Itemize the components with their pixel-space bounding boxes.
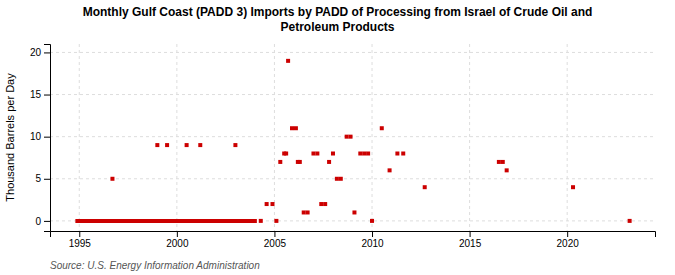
point (571, 185, 575, 189)
y-tick-label: 0 (35, 216, 41, 227)
y-tick: 0 (35, 216, 50, 227)
point (198, 143, 202, 147)
y-tick: 5 (35, 173, 50, 184)
y-tick-mark (44, 52, 50, 53)
point (311, 152, 315, 156)
x-grid-line (79, 44, 80, 231)
point (294, 126, 298, 130)
y-tick-mark (44, 95, 50, 96)
x-tick-label: 2005 (264, 238, 287, 249)
x-tick-mark (79, 231, 80, 237)
x-tick-label: 2000 (166, 238, 189, 249)
title-line: Petroleum Products (280, 20, 394, 34)
y-tick-mark (44, 179, 50, 180)
x-tick-mark (177, 231, 178, 237)
point (286, 59, 290, 63)
x-grid-line (567, 44, 568, 231)
point (335, 177, 339, 181)
point (185, 143, 189, 147)
point (233, 143, 237, 147)
x-tick-label: 2010 (361, 238, 384, 249)
point (259, 219, 263, 223)
point (302, 210, 306, 214)
point (362, 152, 366, 156)
point (284, 152, 288, 156)
x-tick: 1995 (69, 231, 92, 249)
point (298, 160, 302, 164)
point (370, 219, 374, 223)
point (327, 160, 331, 164)
x-tick-label: 1995 (69, 238, 92, 249)
x-tick-label: 2015 (459, 238, 482, 249)
point (270, 202, 274, 206)
y-tick: 20 (30, 47, 50, 58)
point (315, 152, 319, 156)
point (388, 168, 392, 172)
title: Monthly Gulf Coast (PADD 3) Imports by P… (83, 5, 593, 34)
x-grid-line (469, 44, 470, 231)
chart: Monthly Gulf Coast (PADD 3) Imports by P… (0, 0, 675, 275)
plot: 1995 2000 2005 2010 2015 2020 0 5 10 15 20 (30, 44, 656, 249)
y-tick-label: 20 (30, 47, 42, 58)
x-axis-line (51, 232, 656, 238)
x-tick: 2010 (361, 231, 384, 249)
marks (75, 59, 631, 223)
grid (50, 44, 655, 231)
x-tick: 2000 (166, 231, 189, 249)
title-line: Monthly Gulf Coast (PADD 3) Imports by P… (83, 5, 593, 19)
point (323, 202, 327, 206)
y-grid-line (50, 178, 655, 179)
y-grid-line (50, 220, 655, 221)
y-axis-label: Thousand Barrels per Day (4, 73, 16, 202)
x-tick-mark (470, 231, 471, 237)
point (352, 210, 356, 214)
point (345, 135, 349, 139)
x-tick: 2015 (459, 231, 482, 249)
x-tick-label: 2020 (557, 238, 580, 249)
point (339, 177, 343, 181)
x-grid-line (372, 44, 373, 231)
x-tick-mark (567, 231, 568, 237)
point (358, 152, 362, 156)
x-axis: 1995 2000 2005 2010 2015 2020 (51, 231, 656, 249)
y-tick-label: 5 (35, 173, 41, 184)
point (349, 135, 353, 139)
point (155, 143, 159, 147)
point (628, 219, 632, 223)
point (110, 177, 114, 181)
point (401, 152, 405, 156)
point (319, 202, 323, 206)
y-grid-line (50, 94, 655, 95)
point (306, 210, 310, 214)
point (380, 126, 384, 130)
y-grid-line (50, 52, 655, 53)
x-tick: 2005 (264, 231, 287, 249)
y-tick-mark (44, 137, 50, 138)
point (366, 152, 370, 156)
y-axis-line (44, 45, 51, 232)
y-tick-label: 10 (30, 131, 42, 142)
x-tick-mark (274, 231, 275, 237)
point (290, 126, 294, 130)
point (274, 219, 278, 223)
zero-line (75, 219, 257, 223)
point (265, 202, 269, 206)
point (165, 143, 169, 147)
point (497, 160, 501, 164)
point (505, 168, 509, 172)
y-tick-mark (44, 221, 50, 222)
x-grid-line (176, 44, 177, 231)
y-axis: 0 5 10 15 20 (30, 45, 51, 232)
source: Source: U.S. Energy Information Administ… (50, 260, 260, 271)
point (331, 152, 335, 156)
y-tick-label: 15 (30, 89, 42, 100)
point (278, 160, 282, 164)
point (423, 185, 427, 189)
point (395, 152, 399, 156)
x-tick-mark (372, 231, 373, 237)
x-tick: 2020 (557, 231, 580, 249)
y-tick: 15 (30, 89, 50, 100)
y-tick: 10 (30, 131, 50, 142)
point (501, 160, 505, 164)
